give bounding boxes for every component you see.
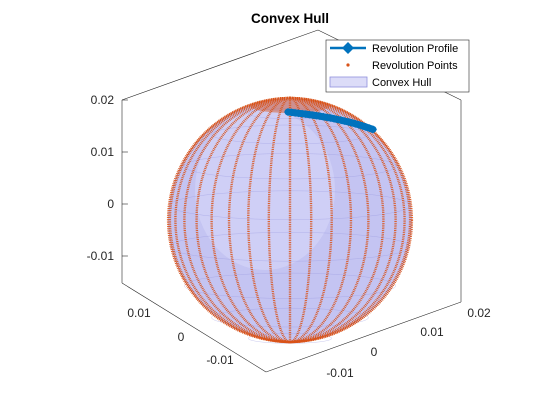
- revolution-points-meridian: [174, 96, 291, 344]
- x-tick-label: 0: [371, 345, 378, 359]
- z-tick-label: 0.02: [91, 93, 115, 107]
- revolution-points-meridian: [195, 96, 291, 344]
- legend-swatch-patch: [329, 76, 368, 88]
- revolution-points-meridian: [183, 96, 291, 344]
- revolution-profile-series: [284, 108, 377, 134]
- revolution-points-meridian: [289, 96, 313, 344]
- legend-label-points: Revolution Points: [372, 60, 458, 72]
- revolution-profile-marker: [361, 123, 370, 132]
- legend-swatch-dot: [346, 63, 350, 67]
- revolution-points-meridian: [289, 96, 353, 344]
- chart-title: Convex Hull: [251, 11, 329, 26]
- hull-highlight: [195, 110, 335, 270]
- revolution-points-meridian: [267, 96, 291, 344]
- z-tick-label: 0.01: [91, 145, 115, 159]
- box-edge: [265, 301, 462, 373]
- revolution-points-meridian: [289, 96, 370, 344]
- legend-label-profile: Revolution Profile: [372, 43, 458, 55]
- legend-label-hull: Convex Hull: [372, 77, 431, 89]
- legend: Revolution Profile Revolution Points Con…: [325, 39, 470, 93]
- axis-ticks: -0.01 0 0.01 0.02 -0.01 0 0.01 -0.01 0 0.01 0.02: [87, 93, 491, 380]
- revolution-points-meridian: [289, 96, 385, 344]
- revolution-points-outline: [166, 96, 414, 344]
- hull-edge-latitude: [184, 153, 396, 180]
- x-tick-label: -0.01: [326, 366, 354, 380]
- y-tick-label: 0: [178, 330, 185, 344]
- y-tick-label: 0.01: [127, 306, 151, 320]
- x-tick-label: 0.01: [420, 325, 444, 339]
- legend-swatch-diamond: [342, 42, 354, 54]
- revolution-profile-marker: [369, 125, 377, 134]
- box-edge: [121, 29, 319, 101]
- x-tick-label: 0.02: [467, 306, 491, 320]
- revolution-points-meridian: [227, 96, 291, 344]
- revolution-points-meridian: [289, 96, 397, 344]
- box-edge: [121, 282, 267, 373]
- revolution-points-meridian: [210, 96, 291, 344]
- convex-hull-sphere: [166, 96, 414, 344]
- z-tick-label: 0: [107, 197, 114, 211]
- hull-edge-latitude: [169, 232, 411, 262]
- revolution-points-cap: [250, 99, 330, 113]
- hull-edge-latitude: [248, 333, 332, 344]
- z-tick-label: -0.01: [87, 249, 115, 263]
- axes-box-front: [121, 100, 462, 373]
- revolution-points-meridian: [247, 96, 291, 344]
- y-tick-label: -0.01: [206, 353, 234, 367]
